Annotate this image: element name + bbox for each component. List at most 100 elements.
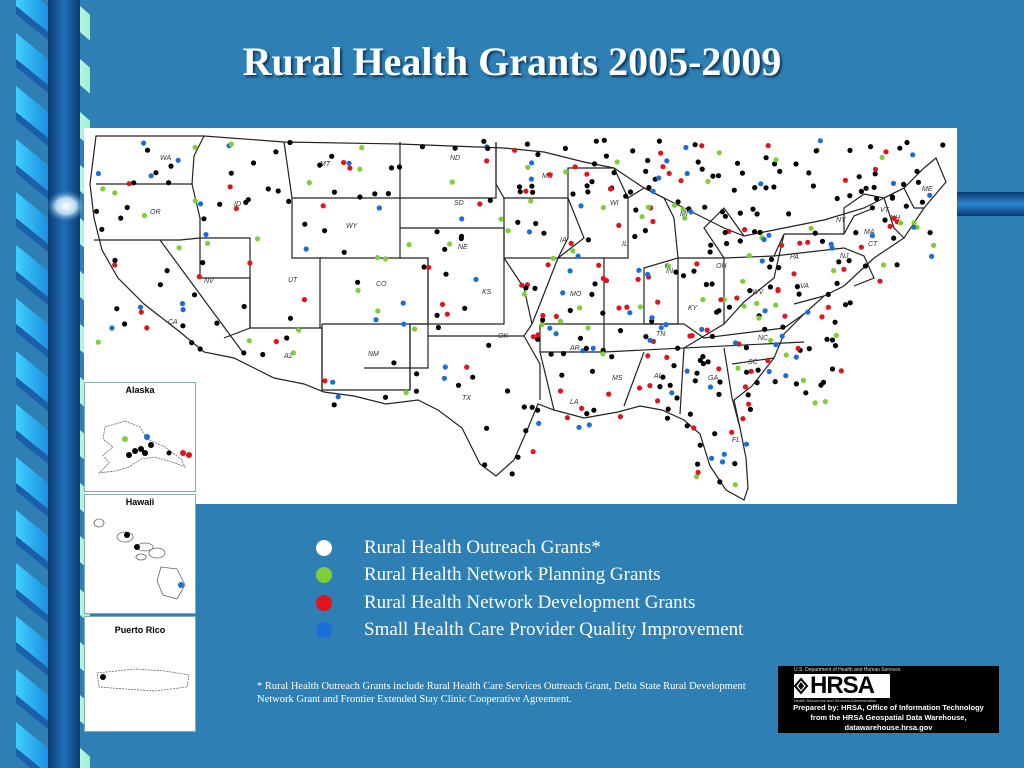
grant-dot (828, 241, 834, 247)
puerto-rico-shape (96, 668, 190, 692)
grant-dot (452, 145, 458, 151)
grant-dot (716, 308, 722, 314)
grant-dot (189, 340, 195, 346)
grant-dot (773, 342, 779, 348)
grant-dot (547, 325, 553, 331)
grant-dot (585, 325, 591, 331)
grant-dot (180, 307, 186, 313)
grant-dot (684, 423, 690, 429)
grant-dot (124, 204, 130, 211)
grant-dot (754, 300, 760, 306)
grant-dot (819, 314, 825, 320)
grant-dot (197, 346, 203, 352)
grant-dot (477, 201, 483, 207)
state-label-va: VA (800, 283, 809, 290)
grant-dot (196, 274, 202, 280)
grant-dot (447, 241, 453, 247)
grant-dot (806, 346, 812, 352)
grant-dot (540, 312, 546, 319)
grant-dot (635, 276, 641, 282)
grant-dot (355, 287, 361, 294)
grant-dot (650, 188, 656, 194)
grant-dot (768, 256, 775, 262)
grant-dot (585, 189, 591, 195)
grant-dot (910, 152, 916, 158)
grant-dot (747, 406, 754, 412)
grant-dot (100, 186, 106, 192)
grant-dot (842, 302, 849, 308)
grant-dot (783, 373, 789, 379)
grant-dot (709, 281, 715, 287)
grant-dot (444, 311, 450, 317)
grant-dot (616, 305, 622, 311)
grant-dot (426, 264, 432, 270)
grant-dot (692, 142, 698, 148)
grant-dot (812, 400, 818, 406)
grant-dot (459, 216, 465, 222)
grant-dot (168, 163, 174, 169)
grant-dot (302, 221, 308, 227)
grant-dot (732, 461, 738, 467)
grant-dot (847, 300, 853, 306)
grant-dot (600, 275, 606, 281)
grant-dot (526, 229, 532, 235)
grant-dot (99, 226, 105, 232)
grant-dot (717, 379, 723, 385)
grant-dot (754, 380, 760, 386)
grant-dot (832, 319, 838, 325)
grant-dot (829, 366, 836, 372)
grant-dot (577, 335, 584, 341)
grant-dot (743, 441, 750, 447)
grant-dot (553, 331, 559, 337)
grant-dot (664, 354, 670, 360)
state-label-ms: MS (612, 375, 623, 382)
grant-dot (746, 401, 752, 407)
grant-dot (665, 263, 672, 269)
glow-orb-decoration (46, 190, 86, 222)
puerto-rico-inset: Puerto Rico (84, 616, 196, 732)
grant-dot (818, 382, 824, 388)
grant-dot (699, 326, 705, 332)
grant-dot (541, 230, 547, 236)
grant-dot (382, 256, 388, 262)
grant-dot (616, 222, 622, 228)
grant-dot (442, 246, 448, 252)
grant-dot (793, 354, 799, 360)
grant-dot (609, 354, 615, 360)
grant-dot (806, 170, 812, 176)
grant-dot (198, 201, 204, 207)
grant-dot (331, 402, 337, 408)
grant-dot (718, 297, 724, 303)
grant-dot (126, 181, 132, 187)
grant-dot (786, 211, 792, 217)
state-label-ky: KY (688, 305, 699, 312)
grant-dot (795, 345, 801, 351)
grant-dot (176, 245, 182, 251)
grant-dot (553, 313, 559, 319)
grant-dot (805, 239, 811, 245)
grant-dot (484, 425, 490, 431)
grant-dot (141, 140, 147, 146)
state-label-al: AL (653, 373, 663, 380)
grant-dot (93, 208, 100, 214)
legend-dot-white (316, 539, 332, 556)
grant-dot (523, 285, 529, 291)
grant-dot (657, 384, 663, 390)
grant-dot (303, 246, 309, 252)
grant-dot (771, 184, 777, 190)
grant-dot (833, 332, 839, 338)
hrsa-credit-box: U.S. Department of Health and Human Serv… (778, 666, 999, 733)
grant-dot (449, 179, 455, 185)
state-label-id: ID (234, 201, 241, 208)
state-label-ma: MA (864, 229, 875, 236)
grant-dot (329, 153, 335, 159)
state-label-vt: VT (880, 207, 890, 214)
grant-dot (191, 292, 198, 298)
grant-dot (761, 236, 767, 243)
grant-dot (763, 185, 769, 191)
grant-dot (675, 199, 681, 205)
grant-dot (755, 367, 761, 373)
hrsa-line-2: from the HRSA Geospatial Data Warehouse, (810, 713, 967, 722)
grant-dot (630, 148, 636, 154)
grant-dot (201, 216, 207, 222)
